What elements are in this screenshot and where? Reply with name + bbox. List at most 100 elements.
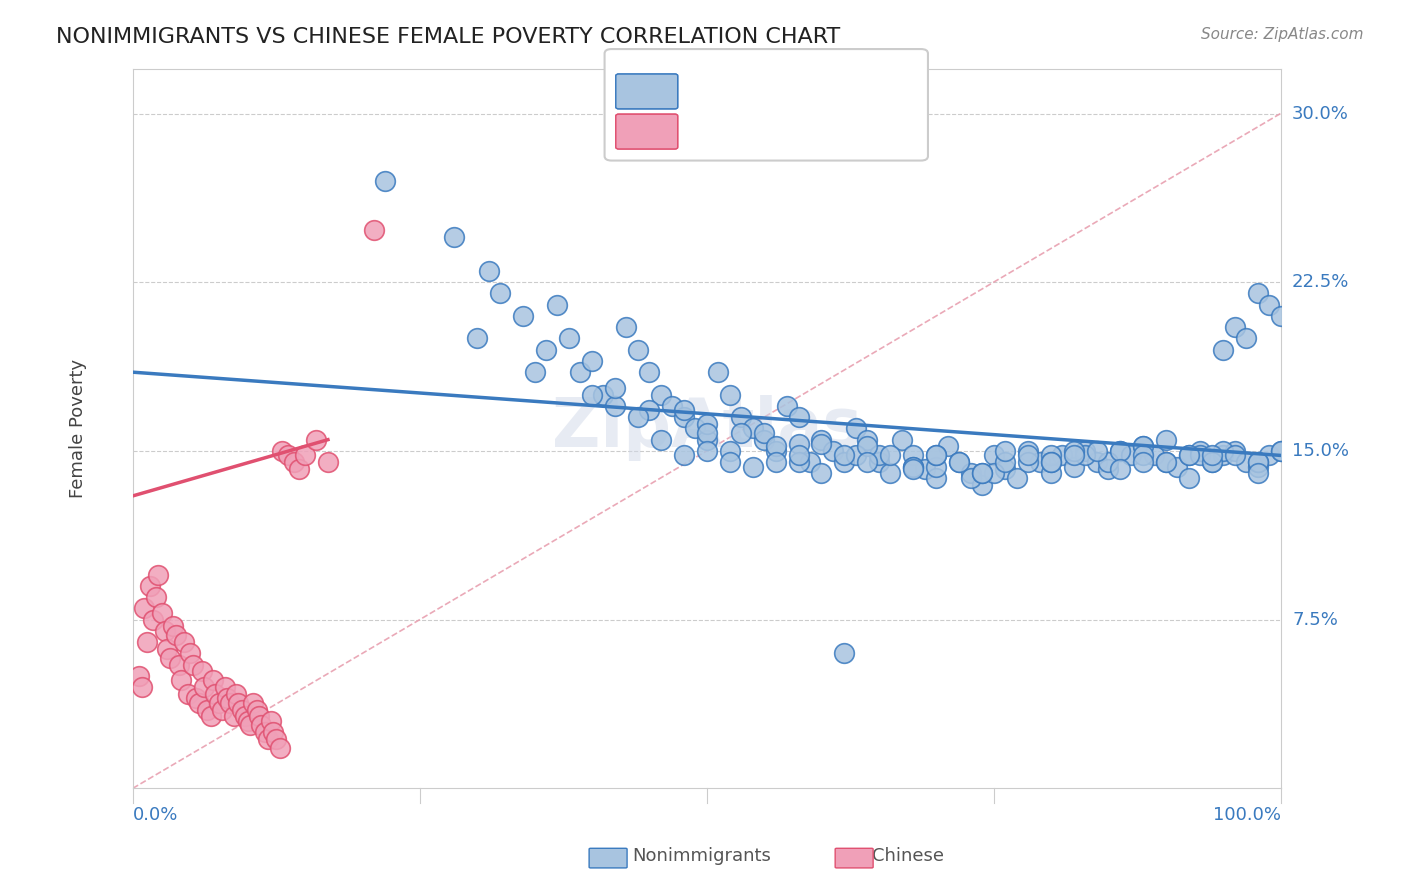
Point bbox=[259, 714, 281, 728]
Point bbox=[478, 264, 501, 278]
Point bbox=[592, 387, 614, 401]
Point bbox=[1154, 433, 1177, 447]
Point bbox=[489, 286, 512, 301]
Point bbox=[1063, 444, 1085, 458]
Point bbox=[170, 673, 193, 688]
Point bbox=[1234, 455, 1257, 469]
Point bbox=[856, 455, 879, 469]
Point bbox=[156, 641, 179, 656]
Point bbox=[959, 467, 981, 481]
Point bbox=[250, 718, 273, 732]
Point bbox=[1212, 343, 1234, 357]
Point bbox=[787, 437, 810, 451]
Point bbox=[903, 459, 925, 474]
Point bbox=[845, 421, 868, 435]
Point bbox=[1040, 467, 1063, 481]
Point bbox=[1132, 439, 1154, 453]
Text: R =  0.064   N =  58: R = 0.064 N = 58 bbox=[685, 123, 903, 141]
Point bbox=[146, 567, 169, 582]
Point bbox=[134, 601, 156, 615]
Point bbox=[787, 449, 810, 463]
Point bbox=[277, 449, 299, 463]
Point bbox=[266, 731, 288, 746]
Point bbox=[672, 403, 695, 417]
Point bbox=[765, 444, 787, 458]
Text: Nonimmigrants: Nonimmigrants bbox=[633, 847, 772, 865]
Point bbox=[683, 421, 706, 435]
Point bbox=[167, 657, 190, 672]
Point bbox=[1270, 444, 1292, 458]
Point bbox=[1108, 444, 1130, 458]
Point bbox=[179, 646, 201, 660]
Point bbox=[177, 687, 200, 701]
Point bbox=[1017, 444, 1039, 458]
Point bbox=[283, 455, 305, 469]
Point bbox=[1121, 449, 1143, 463]
Point bbox=[208, 696, 231, 710]
Text: 7.5%: 7.5% bbox=[1292, 611, 1339, 629]
Point bbox=[994, 462, 1017, 476]
Point bbox=[1132, 455, 1154, 469]
Point bbox=[936, 439, 959, 453]
Point bbox=[215, 691, 238, 706]
Point bbox=[236, 714, 259, 728]
Point bbox=[765, 439, 787, 453]
Point bbox=[1223, 320, 1246, 334]
Point bbox=[890, 433, 912, 447]
Point bbox=[856, 433, 879, 447]
Point bbox=[188, 696, 211, 710]
Point bbox=[1270, 309, 1292, 323]
Point bbox=[1201, 455, 1223, 469]
Point bbox=[696, 417, 718, 431]
Text: 100.0%: 100.0% bbox=[1212, 806, 1281, 824]
Point bbox=[1223, 449, 1246, 463]
Point bbox=[200, 709, 222, 723]
Point bbox=[948, 455, 970, 469]
Point bbox=[1052, 449, 1074, 463]
Point bbox=[1085, 455, 1108, 469]
Point bbox=[1154, 455, 1177, 469]
Point bbox=[1223, 444, 1246, 458]
Point bbox=[730, 425, 752, 440]
Point bbox=[730, 410, 752, 425]
Point bbox=[214, 680, 236, 694]
Point bbox=[972, 477, 994, 491]
Point bbox=[994, 444, 1017, 458]
Point bbox=[262, 725, 284, 739]
Point bbox=[1108, 444, 1130, 458]
Point bbox=[581, 354, 603, 368]
Point bbox=[1189, 449, 1212, 463]
Text: R = -0.353   N = 148: R = -0.353 N = 148 bbox=[685, 82, 903, 100]
Point bbox=[581, 387, 603, 401]
Text: 22.5%: 22.5% bbox=[1292, 273, 1350, 291]
Point bbox=[1246, 455, 1268, 469]
Point bbox=[1108, 462, 1130, 476]
Point bbox=[845, 449, 868, 463]
Point bbox=[184, 691, 207, 706]
Point bbox=[363, 223, 385, 237]
Point bbox=[181, 657, 204, 672]
Point bbox=[288, 462, 311, 476]
Point bbox=[1097, 455, 1119, 469]
Point bbox=[269, 740, 291, 755]
Point bbox=[547, 298, 569, 312]
Point bbox=[799, 455, 821, 469]
Point bbox=[1074, 449, 1097, 463]
Point bbox=[868, 455, 890, 469]
Point bbox=[128, 669, 150, 683]
Point bbox=[443, 230, 465, 244]
Point bbox=[718, 444, 741, 458]
Point bbox=[1040, 449, 1063, 463]
Point bbox=[1212, 444, 1234, 458]
Point bbox=[983, 467, 1005, 481]
Point bbox=[1028, 455, 1050, 469]
Point bbox=[959, 471, 981, 485]
Point bbox=[1258, 298, 1281, 312]
Point bbox=[603, 381, 626, 395]
Point bbox=[202, 673, 225, 688]
Point bbox=[718, 455, 741, 469]
Point bbox=[1005, 471, 1028, 485]
Point bbox=[787, 455, 810, 469]
Point bbox=[1246, 467, 1268, 481]
Point bbox=[1234, 331, 1257, 345]
